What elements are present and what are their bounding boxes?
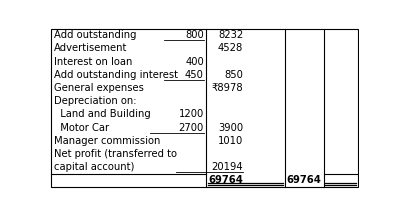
Text: Motor Car: Motor Car xyxy=(53,123,109,133)
Text: Net profit (transferred to: Net profit (transferred to xyxy=(53,149,177,159)
Text: Advertisement: Advertisement xyxy=(53,43,127,53)
Text: 3900: 3900 xyxy=(218,123,243,133)
Text: 800: 800 xyxy=(185,30,204,40)
Text: Manager commission: Manager commission xyxy=(53,136,160,146)
Text: 69764: 69764 xyxy=(286,176,321,186)
Text: 850: 850 xyxy=(224,70,243,80)
Text: 450: 450 xyxy=(185,70,204,80)
Text: 8232: 8232 xyxy=(218,30,243,40)
Text: Depreciation on:: Depreciation on: xyxy=(53,96,136,106)
Text: General expenses: General expenses xyxy=(53,83,144,93)
Text: 20194: 20194 xyxy=(211,162,243,172)
Text: capital account): capital account) xyxy=(53,162,134,172)
Text: Interest on loan: Interest on loan xyxy=(53,57,132,67)
Text: 1010: 1010 xyxy=(218,136,243,146)
Text: Add outstanding interest: Add outstanding interest xyxy=(53,70,178,80)
Text: Land and Building: Land and Building xyxy=(53,109,150,120)
Text: Add outstanding: Add outstanding xyxy=(53,30,136,40)
Text: 1200: 1200 xyxy=(179,109,204,120)
Text: 2700: 2700 xyxy=(179,123,204,133)
Text: 400: 400 xyxy=(185,57,204,67)
Text: 4528: 4528 xyxy=(218,43,243,53)
Text: 69764: 69764 xyxy=(208,176,243,186)
Text: ₹8978: ₹8978 xyxy=(211,83,243,93)
